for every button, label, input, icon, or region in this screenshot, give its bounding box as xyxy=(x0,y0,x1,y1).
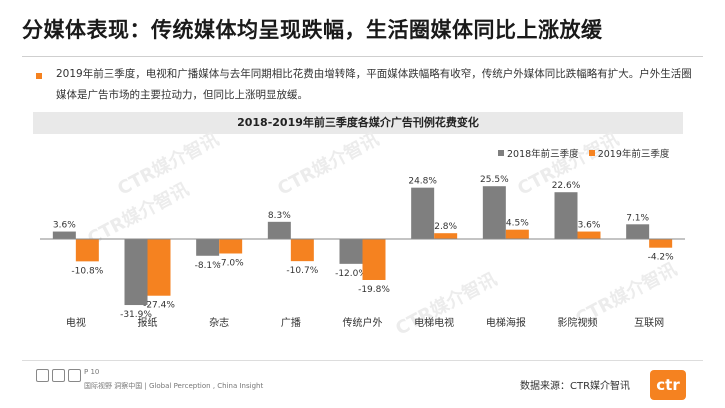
cert-logo-icon xyxy=(52,369,65,382)
data-label: -10.7% xyxy=(286,266,318,276)
bar-2019 xyxy=(362,239,386,280)
category-label: 电梯海报 xyxy=(486,316,526,329)
category-label: 传统户外 xyxy=(343,316,383,329)
data-label: 3.6% xyxy=(53,221,76,231)
page-number: P 10 xyxy=(84,368,100,376)
bar-2019 xyxy=(434,233,458,239)
data-label: -31.9% xyxy=(120,310,152,320)
bar-2019 xyxy=(219,239,243,254)
bar-2018 xyxy=(482,186,506,239)
ctr-logo: ctr xyxy=(650,370,686,400)
data-label: 22.6% xyxy=(552,181,581,191)
bar-2019 xyxy=(577,231,601,239)
category-label: 报纸 xyxy=(138,316,158,329)
data-label: 7.1% xyxy=(626,213,649,223)
data-label: 3.6% xyxy=(578,221,601,231)
category-label: 广播 xyxy=(281,316,301,329)
bar-2019 xyxy=(147,239,171,296)
bar-2018 xyxy=(267,221,291,239)
summary-paragraph: 2019年前三季度，电视和广播媒体与去年同期相比花费由增转降，平面媒体跌幅略有收… xyxy=(56,68,692,101)
legend-label-2019: 2019年前三季度 xyxy=(597,149,670,160)
bar-2019 xyxy=(505,229,529,239)
legend-swatch-2018 xyxy=(498,150,504,156)
data-label: -10.8% xyxy=(71,266,103,276)
chart-title: 2018-2019年前三季度各媒介广告刊例花费变化 xyxy=(33,112,683,134)
bar-2018 xyxy=(52,231,76,239)
bar-2019 xyxy=(649,239,673,248)
data-label: 4.5% xyxy=(506,219,529,229)
legend-item-2018: 2018年前三季度 xyxy=(498,146,579,160)
category-label: 互联网 xyxy=(634,317,664,329)
bar-2018 xyxy=(196,239,220,256)
data-label: -7.0% xyxy=(218,258,245,268)
cert-logo-icon xyxy=(36,369,49,382)
footer-divider xyxy=(22,360,703,361)
bar-2019 xyxy=(290,239,314,262)
chart-legend: 2018年前三季度 2019年前三季度 xyxy=(498,146,675,160)
data-label: 8.3% xyxy=(268,211,291,221)
title-divider xyxy=(22,56,703,57)
legend-item-2019: 2019年前三季度 xyxy=(588,146,670,160)
bar-2019 xyxy=(75,239,99,262)
category-label: 影院视频 xyxy=(558,316,598,329)
footer-slogan: 国际视野 洞察中国 | Global Perception , China In… xyxy=(84,382,264,390)
category-label: 电视 xyxy=(66,316,86,329)
data-label: 2.8% xyxy=(434,222,457,232)
bar-2018 xyxy=(411,187,435,239)
data-source: 数据来源：CTR媒介智讯 xyxy=(520,381,631,392)
data-label: -4.2% xyxy=(648,253,675,263)
category-label: 电梯电视 xyxy=(414,316,454,329)
data-label: -19.8% xyxy=(358,285,390,295)
data-label: -12.0% xyxy=(335,269,367,279)
bar-2018 xyxy=(626,224,650,239)
bar-2018 xyxy=(554,192,578,239)
certification-logos xyxy=(36,369,81,382)
data-label: 25.5% xyxy=(480,175,509,185)
legend-label-2018: 2018年前三季度 xyxy=(507,149,579,160)
category-label: 杂志 xyxy=(209,316,229,329)
cert-logo-icon xyxy=(68,369,81,382)
page-title: 分媒体表现：传统媒体均呈现跌幅，生活圈媒体同比上涨放缓 xyxy=(22,18,603,42)
legend-swatch-2019 xyxy=(588,150,595,156)
data-label: -27.4% xyxy=(143,301,175,311)
data-label: -8.1% xyxy=(195,261,222,271)
bullet-square xyxy=(36,73,42,79)
bar-2018 xyxy=(124,239,148,306)
data-label: 24.8% xyxy=(408,177,437,187)
bar-2018 xyxy=(339,239,363,264)
